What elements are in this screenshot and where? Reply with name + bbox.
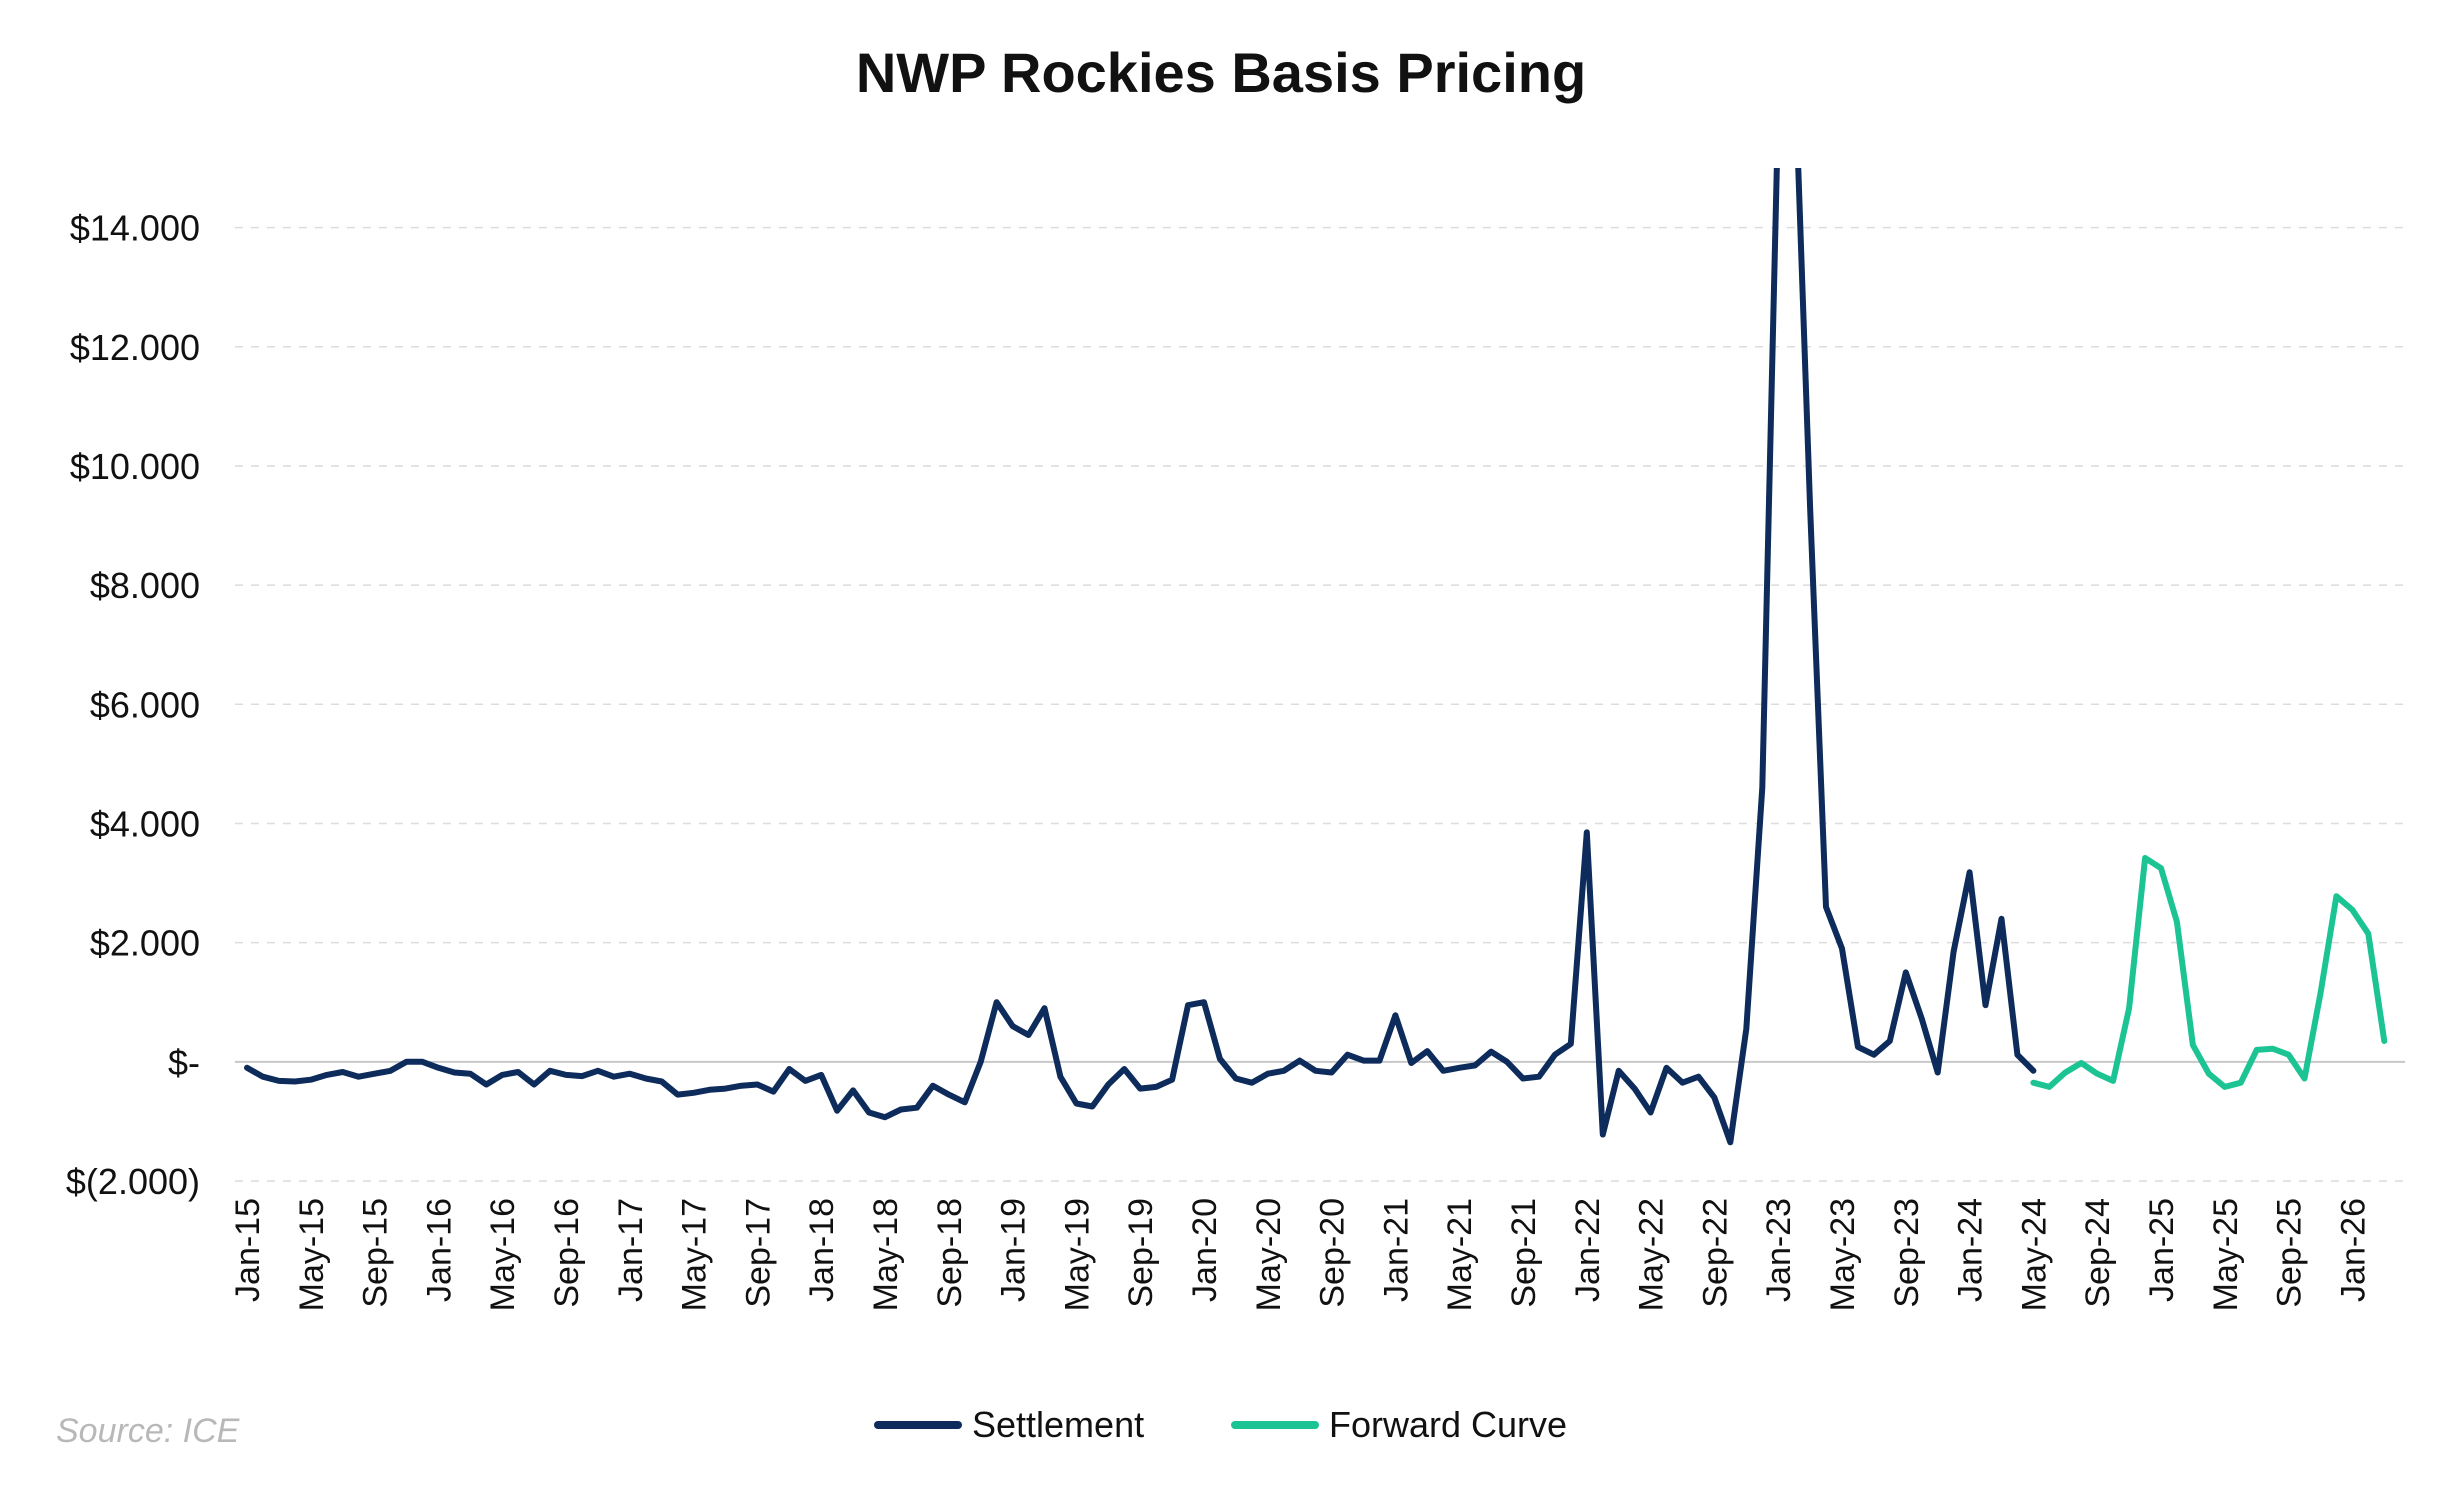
x-tick-label: Sep-18 xyxy=(931,1198,969,1308)
x-axis-tick-labels: Jan-15 May-15 Sep-15 Jan-16 May-16 Sep-16 Jan-… xyxy=(229,1198,2372,1311)
x-tick-label: Jan-16 xyxy=(420,1198,458,1302)
x-tick-label: Jan-22 xyxy=(1569,1198,1607,1302)
x-tick-label: May-15 xyxy=(293,1198,331,1311)
chart-title: NWP Rockies Basis Pricing xyxy=(856,41,1586,104)
x-tick-label: May-16 xyxy=(484,1198,522,1311)
y-tick-label: $- xyxy=(168,1042,200,1083)
x-tick-label: Jan-15 xyxy=(229,1198,267,1302)
plot-area xyxy=(244,168,2388,1146)
x-tick-label: May-17 xyxy=(676,1198,714,1311)
x-tick-label: Jan-21 xyxy=(1377,1198,1415,1302)
x-tick-label: Jan-23 xyxy=(1760,1198,1798,1302)
x-tick-label: Jan-19 xyxy=(995,1198,1033,1302)
y-tick-label: $10.000 xyxy=(70,446,200,487)
x-tick-label: May-25 xyxy=(2207,1198,2245,1311)
y-tick-label: $12.000 xyxy=(70,327,200,368)
y-tick-label: $8.000 xyxy=(90,565,200,606)
x-tick-label: Sep-24 xyxy=(2079,1198,2117,1308)
x-tick-label: Jan-25 xyxy=(2143,1198,2181,1302)
x-tick-label: Sep-19 xyxy=(1122,1198,1160,1308)
x-tick-label: Sep-23 xyxy=(1888,1198,1926,1308)
x-tick-label: Jan-26 xyxy=(2334,1198,2372,1302)
x-tick-label: Jan-24 xyxy=(1952,1198,1990,1302)
x-tick-label: May-23 xyxy=(1824,1198,1862,1311)
y-axis-tick-labels: $(2.000) $- $2.000 $4.000 $6.000 $8.000 $10.00… xyxy=(66,208,200,1202)
series-line-forward-curve xyxy=(2030,855,2388,1090)
y-tick-label: $6.000 xyxy=(90,684,200,725)
x-tick-label: Jan-18 xyxy=(803,1198,841,1302)
x-tick-label: May-21 xyxy=(1441,1198,1479,1311)
x-tick-label: Jan-17 xyxy=(612,1198,650,1302)
y-tick-label: $2.000 xyxy=(90,923,200,964)
x-tick-label: Sep-20 xyxy=(1314,1198,1352,1308)
y-tick-label: $(2.000) xyxy=(66,1161,200,1202)
x-tick-label: May-22 xyxy=(1633,1198,1671,1311)
legend: Settlement Forward Curve xyxy=(874,1404,1567,1445)
y-tick-label: $4.000 xyxy=(90,803,200,844)
legend-label-settlement: Settlement xyxy=(972,1404,1144,1445)
x-tick-label: Sep-15 xyxy=(357,1198,395,1308)
y-tick-label: $14.000 xyxy=(70,208,200,249)
x-tick-label: Sep-25 xyxy=(2271,1198,2309,1308)
x-tick-label: Sep-21 xyxy=(1505,1198,1543,1308)
x-tick-label: Sep-17 xyxy=(739,1198,777,1308)
x-tick-label: Sep-16 xyxy=(548,1198,586,1308)
x-tick-label: May-19 xyxy=(1058,1198,1096,1311)
x-tick-label: Sep-22 xyxy=(1696,1198,1734,1308)
x-tick-label: May-24 xyxy=(2015,1198,2053,1311)
x-tick-label: May-18 xyxy=(867,1198,905,1311)
x-tick-label: May-20 xyxy=(1250,1198,1288,1311)
x-tick-label: Jan-20 xyxy=(1186,1198,1224,1302)
source-note: Source: ICE xyxy=(56,1412,240,1450)
legend-label-forward-curve: Forward Curve xyxy=(1329,1404,1567,1445)
series-line-settlement xyxy=(244,168,2037,1146)
gridlines xyxy=(235,226,2405,1182)
